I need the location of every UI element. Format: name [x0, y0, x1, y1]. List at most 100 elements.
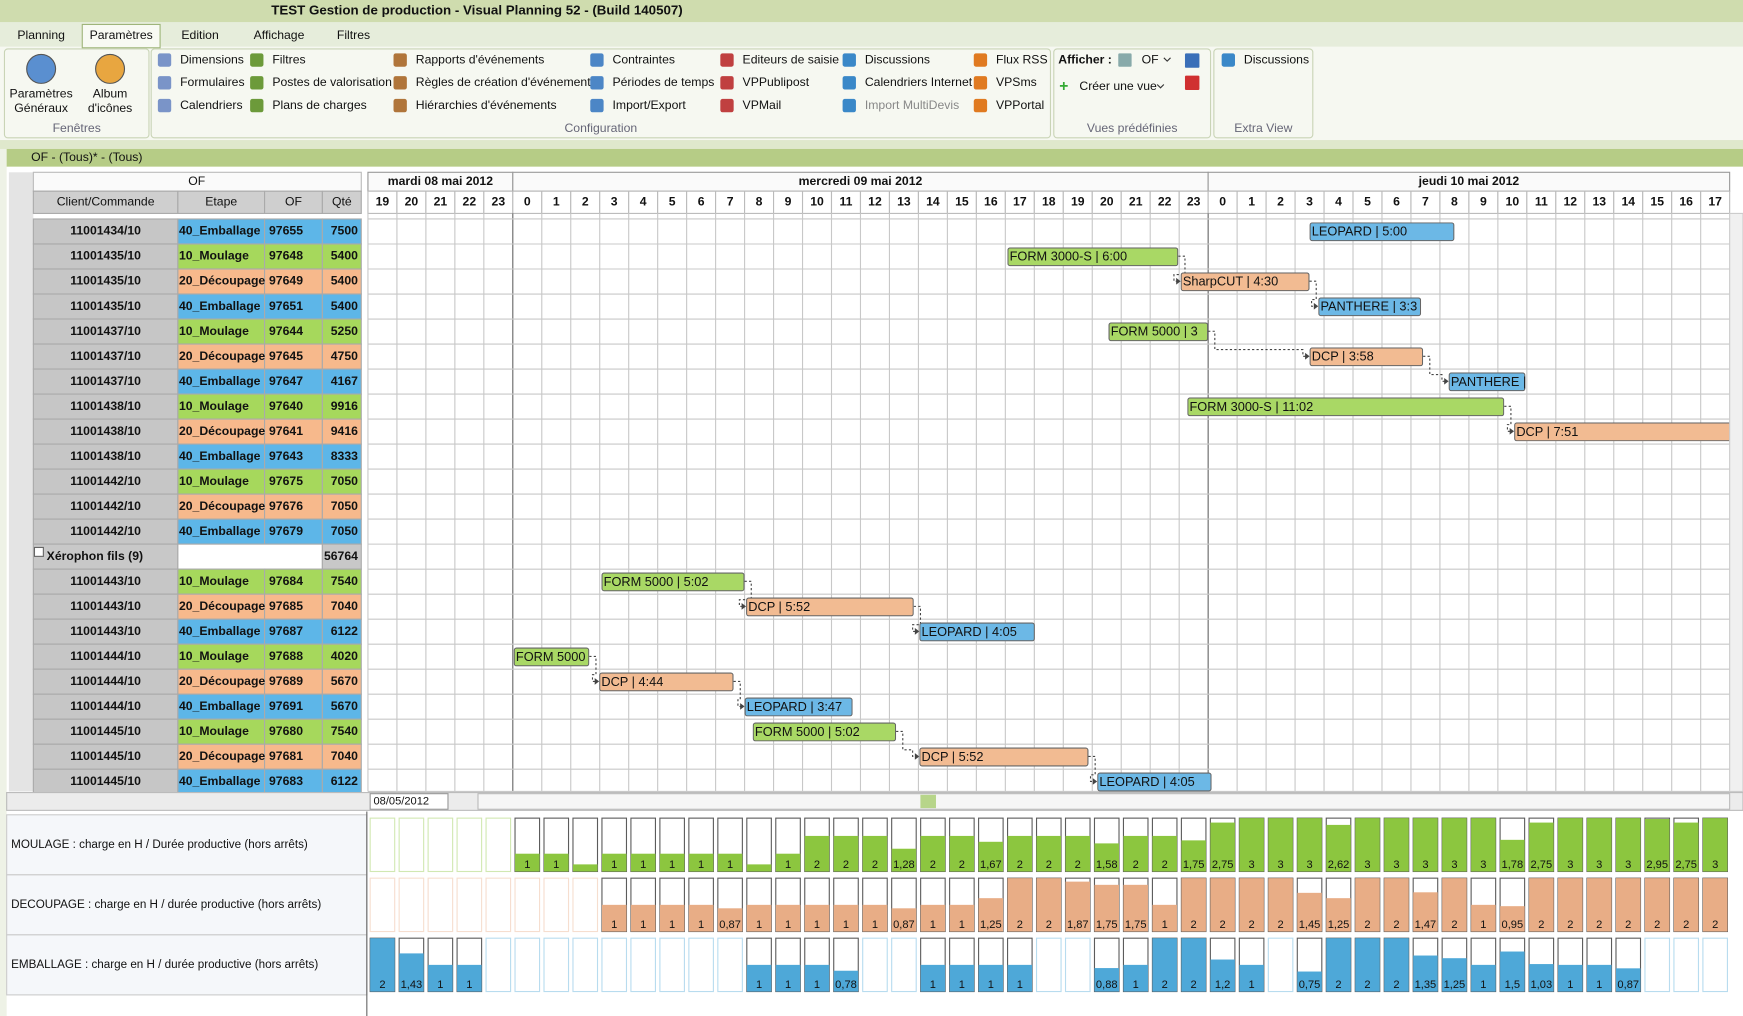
ribbon-item[interactable]: Import MultiDevis [865, 98, 959, 112]
ribbon-item[interactable]: Discussions [1244, 52, 1309, 66]
big-button-label[interactable]: Généraux [14, 101, 68, 115]
task-bar[interactable] [1309, 222, 1455, 242]
ribbon-item[interactable]: Règles de création d'événements [416, 75, 597, 89]
ribbon-item[interactable]: Formulaires [180, 75, 245, 89]
ribbon-item[interactable]: VPMail [743, 98, 782, 112]
load-cell [630, 937, 657, 993]
task: LEOPARD | 5:00 [1309, 222, 1455, 242]
task-bar[interactable] [1514, 422, 1735, 442]
task-bar[interactable] [1007, 247, 1179, 267]
view-select[interactable]: OF [1142, 52, 1159, 66]
ribbon-item[interactable]: VPPortal [996, 98, 1044, 112]
date-field[interactable] [369, 793, 449, 810]
task-bar[interactable] [1097, 772, 1212, 792]
load-cell [543, 937, 570, 993]
load-bar [1094, 843, 1120, 872]
delete-icon[interactable] [1184, 75, 1200, 91]
column-header[interactable]: Qté [332, 195, 352, 209]
load-bar [1239, 878, 1264, 932]
of-cell [264, 593, 323, 620]
load-bar [1123, 964, 1148, 992]
etape: 10_Moulage [179, 724, 249, 738]
load-bar [1268, 878, 1293, 932]
qty-cell [321, 518, 362, 545]
big-icon [26, 53, 57, 84]
load-bar [1442, 958, 1467, 992]
ribbon-item[interactable]: Plans de charges [272, 98, 366, 112]
ribbon-item[interactable]: Discussions [865, 52, 930, 66]
task-bar[interactable] [1108, 322, 1209, 342]
task-bar[interactable] [746, 597, 914, 617]
task-bar[interactable] [601, 572, 745, 592]
ribbon-tab[interactable]: Affichage [254, 28, 305, 42]
task-bar[interactable] [513, 647, 590, 667]
ribbon-item[interactable]: Rapports d'événements [416, 52, 545, 66]
task-bar[interactable] [1309, 347, 1424, 367]
etape: 40_Emballage [179, 374, 261, 388]
client: 11001435/10 [70, 299, 141, 313]
load-value: 3 [1451, 859, 1457, 871]
task-bar[interactable] [1448, 372, 1526, 392]
ribbon-tab[interactable]: Planning [17, 28, 65, 42]
ribbon-group-label: Configuration [564, 121, 637, 135]
ribbon-item[interactable]: Import/Export [612, 98, 686, 112]
task-bar[interactable] [1318, 297, 1422, 317]
ribbon-item[interactable]: Périodes de temps [612, 75, 714, 89]
item-icon [157, 98, 172, 113]
item-icon [157, 76, 172, 90]
ribbon-item[interactable]: Dimensions [180, 52, 244, 66]
task-bar[interactable] [1180, 272, 1310, 292]
big-button-label[interactable]: d'icônes [88, 101, 132, 115]
column-header[interactable]: OF [285, 195, 302, 209]
load-bar [399, 953, 424, 992]
group-cell [321, 543, 362, 570]
task-bar[interactable] [752, 722, 897, 742]
big-button-label[interactable]: Album [93, 87, 128, 101]
ribbon-item[interactable]: VPPublipost [743, 75, 810, 89]
of-number: 97644 [269, 324, 303, 338]
etape: 10_Moulage [179, 574, 249, 588]
item-icon [720, 76, 734, 90]
ribbon-item[interactable]: Filtres [272, 52, 305, 66]
task-bar[interactable] [919, 622, 1035, 642]
load-bar [1529, 878, 1554, 932]
view-icon [1118, 53, 1132, 67]
ribbon-item[interactable]: Flux RSS [996, 52, 1048, 66]
ribbon-item[interactable]: Postes de valorisation [272, 75, 392, 89]
task: PANTHERE | [1448, 372, 1526, 392]
task-bar[interactable] [919, 747, 1089, 767]
h-scroll-thumb[interactable] [920, 794, 936, 809]
column-header[interactable]: Etape [205, 195, 237, 209]
item-icon [720, 98, 734, 113]
column-header[interactable]: Client/Commande [57, 195, 155, 209]
v-scrollbar[interactable] [1729, 212, 1743, 793]
task-bar[interactable] [599, 672, 734, 692]
task-bar[interactable] [744, 697, 853, 717]
task: FORM 5000 | 3 [1108, 322, 1209, 342]
ribbon-tab[interactable]: Edition [181, 28, 218, 42]
save-icon[interactable] [1184, 53, 1200, 68]
load-value: 1,47 [1415, 919, 1437, 931]
load-value: 1,75 [1125, 919, 1147, 931]
ribbon-item[interactable]: Hiérarchies d'événements [416, 98, 557, 112]
task: DCP | 3:58 [1309, 347, 1424, 367]
ribbon-tab[interactable]: Paramètres [90, 28, 153, 42]
ribbon-tab[interactable]: Filtres [337, 28, 370, 42]
ribbon-item[interactable]: VPSms [996, 75, 1037, 89]
big-button-label[interactable]: Paramètres [10, 87, 73, 101]
task: LEOPARD | 3:47 [744, 697, 853, 717]
ribbon-item[interactable]: Calendriers Internet [865, 75, 973, 89]
ribbon-item[interactable]: Calendriers [180, 98, 242, 112]
load-bar [1587, 878, 1612, 932]
qty: 7050 [331, 499, 358, 513]
qty-cell [321, 493, 362, 520]
ribbon-item[interactable]: Editeurs de saisie [743, 52, 840, 66]
h-scroll-track[interactable] [477, 793, 1731, 810]
hour-label: 5 [669, 195, 676, 209]
create-view[interactable]: Créer une vue [1079, 79, 1157, 93]
load-value: 2 [959, 859, 965, 871]
load-bar [1500, 906, 1525, 932]
task-bar[interactable] [1187, 397, 1505, 417]
ribbon-item[interactable]: Contraintes [612, 52, 674, 66]
client: 11001444/10 [70, 674, 141, 688]
